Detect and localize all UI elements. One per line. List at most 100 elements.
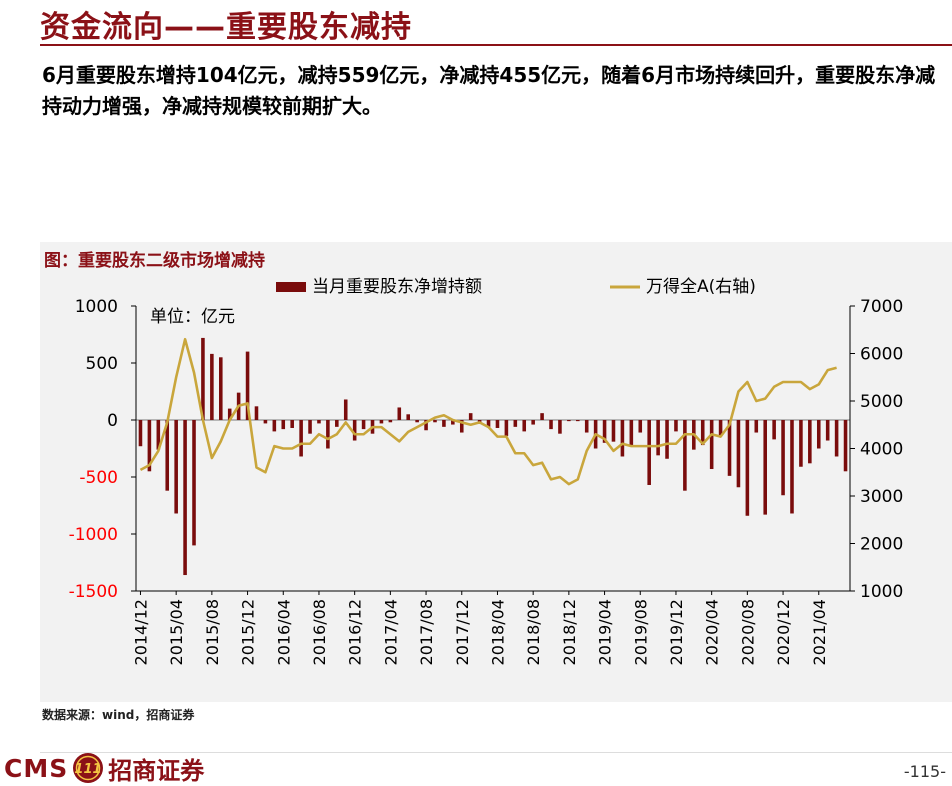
series-line-wind-a: [139, 337, 837, 486]
right-tick-label: 3000: [860, 487, 903, 507]
bar: [808, 420, 812, 464]
right-tick-label: 2000: [860, 535, 903, 555]
right-tick-label: 6000: [860, 345, 903, 365]
bar: [379, 420, 384, 424]
bar: [602, 420, 607, 443]
bar: [388, 420, 393, 423]
x-tick-label: 2020/04: [703, 599, 722, 665]
bar: [263, 420, 268, 424]
page-number: -115-: [903, 762, 946, 781]
bar: [486, 420, 491, 427]
bar: [843, 420, 848, 472]
bar: [245, 351, 250, 420]
cms-logo: CMS 111 招商证券: [4, 752, 205, 785]
logo-badge-icon: 111: [73, 753, 104, 783]
x-tick-label: 2015/12: [239, 599, 258, 665]
x-tick-label: 2016/04: [274, 599, 293, 665]
page-title: 资金流向——重要股东减持: [40, 10, 412, 45]
bar: [772, 420, 776, 440]
bar: [790, 420, 794, 514]
bar: [549, 420, 553, 430]
x-tick-label: 2019/12: [667, 599, 686, 665]
bar: [174, 420, 178, 514]
bar: [495, 420, 500, 428]
x-tick-label: 2020/12: [774, 599, 793, 665]
left-tick-label: -1500: [69, 582, 118, 602]
bar: [718, 420, 723, 436]
left-tick-label: 0: [107, 411, 118, 431]
bar: [763, 420, 767, 515]
bar: [147, 420, 152, 472]
left-tick-label: -1000: [69, 525, 118, 545]
bar: [254, 406, 259, 420]
legend-bar-label: 当月重要股东净增持额: [312, 277, 482, 297]
bar: [620, 420, 625, 457]
bar: [683, 420, 687, 491]
bar: [567, 420, 571, 422]
x-tick-label: 2015/04: [167, 599, 186, 665]
legend-line-label: 万得全A(右轴): [646, 277, 756, 297]
summary-text: 6月重要股东增持104亿元，减持559亿元，净减持455亿元，随着6月市场持续回…: [42, 63, 936, 118]
x-tick-label: 2021/04: [810, 599, 829, 665]
title-underline: [40, 44, 952, 46]
right-tick-label: 5000: [860, 392, 903, 412]
x-tick-label: 2017/08: [417, 599, 436, 665]
bar: [406, 414, 410, 420]
bar: [290, 420, 294, 428]
bar: [183, 420, 187, 576]
bar: [709, 420, 714, 470]
left-tick-label: 1000: [75, 297, 118, 317]
bar: [611, 420, 616, 442]
bar: [825, 420, 830, 441]
right-tick-label: 7000: [860, 297, 903, 317]
bar: [656, 420, 660, 456]
bar: [459, 420, 464, 433]
x-tick-label: 2018/04: [488, 599, 507, 665]
bar: [308, 420, 312, 434]
bar: [451, 420, 455, 425]
bar: [468, 413, 473, 420]
bar: [754, 420, 759, 433]
bar: [736, 420, 741, 488]
bar: [281, 420, 286, 430]
logo-text: CMS: [4, 753, 69, 783]
bar: [326, 420, 330, 449]
bar: [210, 353, 214, 420]
legend-bar-swatch: [276, 282, 306, 292]
x-tick-label: 2017/04: [381, 599, 400, 665]
chart-title: 图：重要股东二级市场增减持: [44, 250, 265, 271]
bar: [522, 420, 527, 432]
bar: [745, 420, 750, 516]
x-tick-label: 2016/12: [346, 599, 365, 665]
bar: [584, 420, 589, 433]
bar: [442, 420, 446, 427]
x-tick-label: 2019/04: [596, 599, 615, 665]
bar: [674, 420, 678, 432]
bar: [299, 420, 303, 457]
bar: [165, 420, 170, 491]
bar: [513, 420, 518, 427]
bar: [531, 420, 535, 425]
bar: [727, 420, 732, 476]
logo-badge-text: 111: [75, 762, 102, 777]
bar: [201, 337, 205, 420]
bar: [352, 420, 357, 441]
bar: [343, 399, 348, 420]
bar: [192, 420, 196, 546]
x-tick-label: 2018/08: [524, 599, 543, 665]
bar: [433, 420, 437, 423]
bar: [272, 420, 277, 432]
bar: [781, 420, 785, 496]
x-tick-label: 2020/08: [738, 599, 757, 665]
bar: [424, 420, 428, 431]
bar: [576, 420, 580, 422]
chart-panel: 图：重要股东二级市场增减持 当月重要股东净增持额 万得全A(右轴) 单位：亿元 1000…: [40, 242, 952, 702]
left-tick-label: -500: [79, 468, 118, 488]
x-tick-label: 2018/12: [560, 599, 579, 665]
bar: [227, 408, 232, 420]
bar: [638, 420, 643, 433]
bar: [816, 420, 821, 449]
logo-company-name: 招商证券: [108, 756, 205, 785]
x-tick-label: 2016/08: [310, 599, 329, 665]
